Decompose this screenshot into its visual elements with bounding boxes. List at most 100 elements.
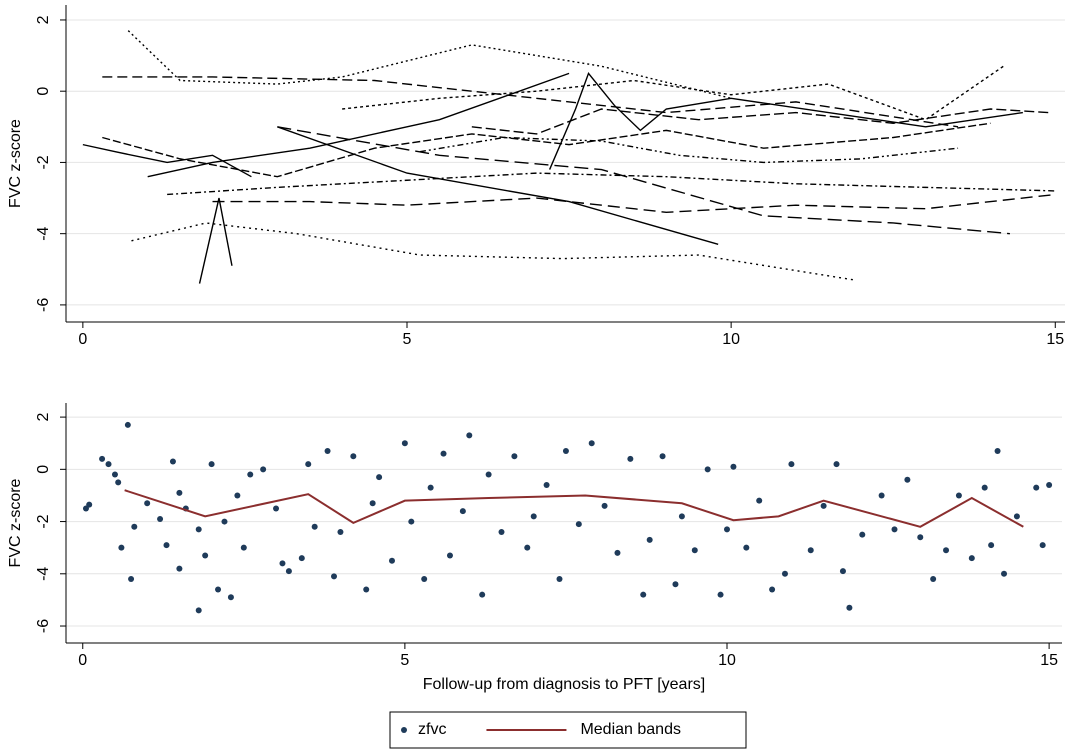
point: [285, 568, 292, 575]
point: [659, 453, 666, 460]
point: [128, 576, 135, 583]
point: [111, 471, 118, 478]
point: [930, 576, 937, 583]
point: [144, 500, 151, 507]
x-tick-label: 15: [1046, 331, 1064, 348]
series-line: [124, 489, 1024, 528]
point: [807, 547, 814, 554]
y-tick-label: -6: [35, 619, 52, 633]
y-tick-label: -6: [35, 298, 52, 312]
y-tick-label: -4: [35, 567, 52, 581]
x-tick-label: 15: [1040, 652, 1058, 669]
point: [260, 466, 267, 473]
point: [305, 461, 312, 468]
point: [485, 471, 492, 478]
point: [324, 448, 331, 455]
point: [730, 463, 737, 470]
legend-label: zfvc: [418, 721, 446, 738]
series-line: [212, 193, 1056, 213]
series-line: [131, 222, 855, 281]
point: [202, 552, 209, 559]
point: [640, 591, 647, 598]
x-tick-label: 5: [403, 331, 412, 348]
point: [459, 508, 466, 515]
series-line: [548, 71, 1023, 170]
series-line: [127, 30, 732, 99]
point: [1013, 513, 1020, 520]
point: [511, 453, 518, 460]
point: [105, 461, 112, 468]
point: [723, 526, 730, 533]
series-line: [102, 76, 959, 128]
y-tick-label: -2: [35, 514, 52, 528]
point: [421, 576, 428, 583]
point: [215, 586, 222, 593]
point: [446, 552, 453, 559]
legend-box: [389, 711, 747, 749]
point: [388, 557, 395, 564]
point: [769, 586, 776, 593]
point: [543, 482, 550, 489]
series-line: [277, 126, 719, 246]
point: [234, 492, 241, 499]
point: [601, 502, 608, 509]
series-line: [471, 108, 1049, 135]
point: [646, 536, 653, 543]
point: [981, 484, 988, 491]
point: [691, 547, 698, 554]
point: [904, 476, 911, 483]
x-axis-label: Follow-up from diagnosis to PFT [years]: [423, 676, 705, 693]
point: [833, 461, 840, 468]
point: [118, 544, 125, 551]
point: [968, 555, 975, 562]
point: [195, 607, 202, 614]
legend-label: Median bands: [580, 721, 681, 738]
point: [627, 455, 634, 462]
point: [498, 529, 505, 536]
point: [943, 547, 950, 554]
point: [363, 586, 370, 593]
point: [163, 542, 170, 549]
point: [221, 518, 228, 525]
point: [408, 518, 415, 525]
y-tick-label: -2: [35, 155, 52, 169]
point: [273, 505, 280, 512]
point: [672, 581, 679, 588]
x-tick-label: 5: [400, 652, 409, 669]
point: [376, 474, 383, 481]
point: [756, 497, 763, 504]
point: [99, 455, 106, 462]
point: [788, 461, 795, 468]
y-tick-label: -4: [35, 226, 52, 240]
point: [846, 604, 853, 611]
point: [176, 565, 183, 572]
point: [131, 523, 138, 530]
point: [157, 515, 164, 522]
point: [369, 500, 376, 507]
x-tick-label: 10: [718, 652, 736, 669]
point: [988, 542, 995, 549]
point: [717, 591, 724, 598]
point: [614, 549, 621, 556]
point: [227, 594, 234, 601]
y-tick-label: 2: [35, 15, 52, 24]
point: [124, 421, 131, 428]
point: [781, 570, 788, 577]
point: [176, 489, 183, 496]
point: [955, 492, 962, 499]
y-axis-label: FVC z-score: [7, 119, 24, 208]
point: [994, 448, 1001, 455]
series-line: [198, 197, 233, 284]
point: [530, 513, 537, 520]
point: [839, 568, 846, 575]
point: [588, 440, 595, 447]
point: [298, 555, 305, 562]
point: [678, 513, 685, 520]
point: [820, 502, 827, 509]
point: [208, 461, 215, 468]
point: [311, 523, 318, 530]
point: [524, 544, 531, 551]
point: [195, 526, 202, 533]
point: [279, 560, 286, 567]
point: [1001, 570, 1008, 577]
